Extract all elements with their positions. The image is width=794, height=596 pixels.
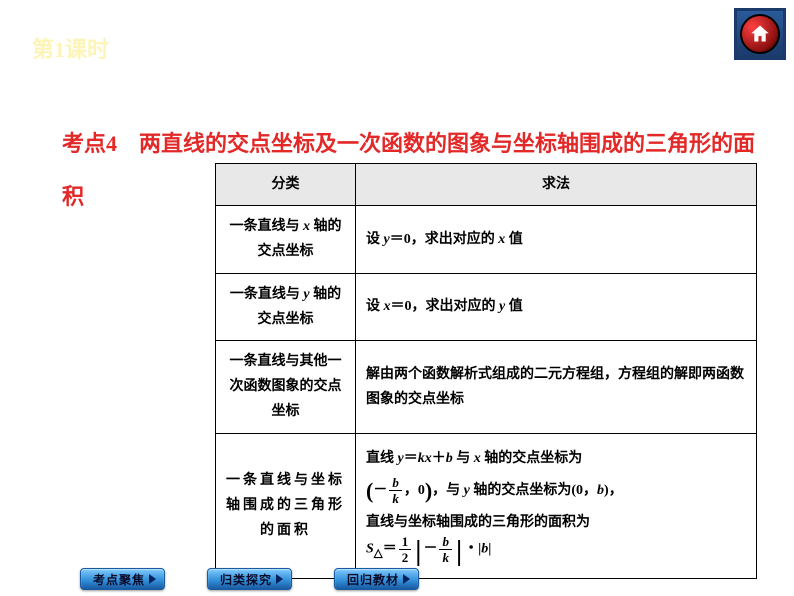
nav-focus-button[interactable]: 考点聚焦 xyxy=(80,568,165,590)
arrow-icon xyxy=(403,574,410,584)
lesson-suffix: 课时 xyxy=(65,37,109,62)
col-category: 分类 xyxy=(216,164,356,206)
topic-prefix: 考点4 xyxy=(62,131,139,156)
cell-category: 一条直线与其他一次函数图象的交点坐标 xyxy=(216,340,356,433)
nav-label: 归类探究 xyxy=(220,571,272,588)
table-row: 一条直线与其他一次函数图象的交点坐标 解由两个函数解析式组成的二元方程组，方程组… xyxy=(216,340,757,433)
table-row: 一条直线与坐标轴围成的三角形的面积 直线 y＝kx＋b 与 x 轴的交点坐标为(… xyxy=(216,433,757,579)
cell-category: 一条直线与 x 轴的交点坐标 xyxy=(216,206,356,273)
cell-method: 解由两个函数解析式组成的二元方程组，方程组的解即两函数图象的交点坐标 xyxy=(356,340,757,433)
cell-method: 设 x＝0，求出对应的 y 值 xyxy=(356,273,757,340)
home-button-inner xyxy=(740,14,780,54)
nav-label: 回归教材 xyxy=(347,571,399,588)
cell-category: 一条直线与坐标轴围成的三角形的面积 xyxy=(216,433,356,579)
arrow-icon xyxy=(276,574,283,584)
lesson-number: 1 xyxy=(54,37,65,62)
content-table: 分类 求法 一条直线与 x 轴的交点坐标 设 y＝0，求出对应的 x 值 一条直… xyxy=(215,163,757,579)
home-icon xyxy=(749,23,771,45)
lesson-prefix: 第 xyxy=(32,37,54,62)
cell-category: 一条直线与 y 轴的交点坐标 xyxy=(216,273,356,340)
table-header-row: 分类 求法 xyxy=(216,164,757,206)
table-row: 一条直线与 x 轴的交点坐标 设 y＝0，求出对应的 x 值 xyxy=(216,206,757,273)
cell-method: 设 y＝0，求出对应的 x 值 xyxy=(356,206,757,273)
lesson-header: 第1课时 xyxy=(32,32,109,64)
arrow-icon xyxy=(149,574,156,584)
bottom-nav: 考点聚焦 归类探究 回归教材 xyxy=(80,568,419,590)
home-button[interactable] xyxy=(734,8,786,60)
table-row: 一条直线与 y 轴的交点坐标 设 x＝0，求出对应的 y 值 xyxy=(216,273,757,340)
nav-textbook-button[interactable]: 回归教材 xyxy=(334,568,419,590)
nav-classify-button[interactable]: 归类探究 xyxy=(207,568,292,590)
cell-method: 直线 y＝kx＋b 与 x 轴的交点坐标为(－bk，0)，与 y 轴的交点坐标为… xyxy=(356,433,757,579)
nav-label: 考点聚焦 xyxy=(93,571,145,588)
col-method: 求法 xyxy=(356,164,757,206)
